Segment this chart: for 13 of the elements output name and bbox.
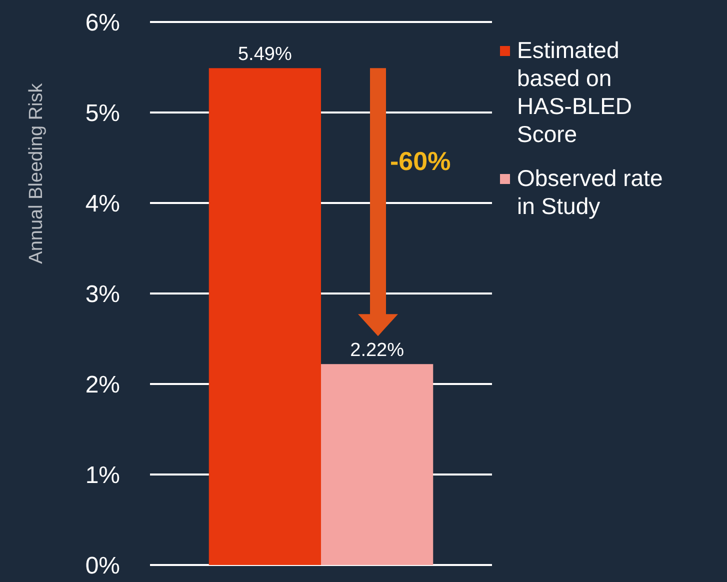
y-tick-label: 0% [85, 552, 120, 580]
legend-label: Estimated based on HAS-BLED Score [517, 37, 632, 147]
legend-label: Observed rate in Study [517, 165, 663, 219]
y-tick-label: 1% [85, 462, 120, 489]
y-tick-label: 3% [85, 280, 120, 308]
y-axis-title: Annual Bleeding Risk [26, 82, 47, 264]
annotation: -60% [390, 146, 451, 176]
y-tick-label: 2% [85, 371, 120, 398]
text: 5.49% [238, 44, 292, 66]
text: 2.22% [350, 340, 404, 362]
y-tick-label: 6% [85, 9, 120, 36]
y-tick-label: 4% [85, 190, 120, 218]
y-tick-label: 5% [85, 100, 120, 127]
